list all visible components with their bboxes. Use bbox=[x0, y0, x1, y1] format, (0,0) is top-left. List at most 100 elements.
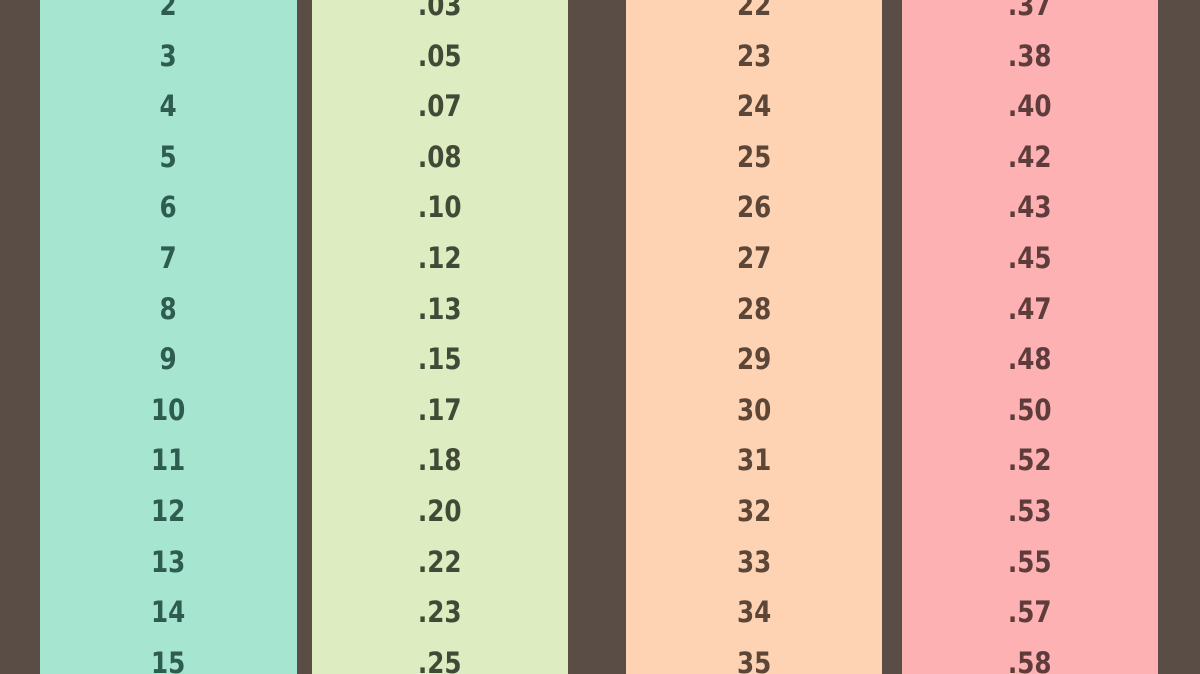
table-cell: .15 bbox=[312, 334, 568, 385]
table-cell: 33 bbox=[626, 537, 882, 588]
table-cell: .42 bbox=[902, 132, 1158, 183]
cell-value: 22 bbox=[736, 0, 772, 22]
cell-value: .52 bbox=[1008, 443, 1052, 478]
table-cell: 26 bbox=[626, 182, 882, 233]
table-cell: .03 bbox=[312, 0, 568, 31]
cell-value: .55 bbox=[1008, 544, 1052, 579]
cell-value: 14 bbox=[151, 595, 186, 630]
cell-value: 15 bbox=[151, 645, 186, 674]
minutes-column-right: 22 23 24 25 26 27 28 29 30 31 32 33 34 35 bbox=[626, 0, 882, 674]
cell-value: 4 bbox=[159, 89, 178, 124]
table-cell: .52 bbox=[902, 435, 1158, 486]
cell-value: .42 bbox=[1008, 139, 1052, 174]
cell-value: .17 bbox=[418, 392, 462, 427]
cell-value: .12 bbox=[418, 240, 462, 275]
table-cell: .05 bbox=[312, 31, 568, 82]
table-cell: 24 bbox=[626, 81, 882, 132]
cell-value: .18 bbox=[418, 443, 462, 478]
cell-value: .53 bbox=[1008, 493, 1052, 528]
table-cell: .37 bbox=[902, 0, 1158, 31]
cell-value: .50 bbox=[1008, 392, 1052, 427]
cell-value: 34 bbox=[736, 595, 772, 630]
table-cell: .25 bbox=[312, 638, 568, 674]
table-cell: .12 bbox=[312, 233, 568, 284]
table-cell: .20 bbox=[312, 486, 568, 537]
cell-value: 27 bbox=[736, 240, 772, 275]
table-cell: .38 bbox=[902, 31, 1158, 82]
table-cell: 7 bbox=[40, 233, 297, 284]
cell-value: 30 bbox=[736, 392, 772, 427]
table-cell: 3 bbox=[40, 31, 297, 82]
cell-value: 7 bbox=[159, 240, 178, 275]
table-cell: 29 bbox=[626, 334, 882, 385]
table-cell: .55 bbox=[902, 537, 1158, 588]
table-cell: 27 bbox=[626, 233, 882, 284]
decimal-hours-column-right: .37 .38 .40 .42 .43 .45 .47 .48 .50 .52 .53 .55 .57.… bbox=[902, 0, 1158, 674]
table-cell: 9 bbox=[40, 334, 297, 385]
cell-value: 9 bbox=[159, 342, 178, 377]
cell-value: 3 bbox=[159, 38, 178, 73]
cell-value: .47 bbox=[1008, 291, 1052, 326]
cell-value: .58 bbox=[1008, 645, 1052, 674]
table-cell: 23 bbox=[626, 31, 882, 82]
cell-value: .03 bbox=[418, 0, 462, 22]
cell-value: 35 bbox=[736, 645, 772, 674]
cell-value: .43 bbox=[1008, 190, 1052, 225]
table-cell: .48 bbox=[902, 334, 1158, 385]
table-cell: 15 bbox=[40, 638, 297, 674]
cell-value: 13 bbox=[151, 544, 186, 579]
cell-value: .38 bbox=[1008, 38, 1052, 73]
cell-value: 23 bbox=[736, 38, 772, 73]
table-cell: .58 bbox=[902, 638, 1158, 674]
table-cell: 28 bbox=[626, 284, 882, 335]
table-cell: .47 bbox=[902, 284, 1158, 335]
cell-value: .05 bbox=[418, 38, 462, 73]
table-cell: 6 bbox=[40, 182, 297, 233]
cell-value: 32 bbox=[736, 493, 772, 528]
table-cell: .23 bbox=[312, 587, 568, 638]
minutes-column-left: 2 3 4 5 6 7 8 9 10 11 12 13 14 15 bbox=[40, 0, 297, 674]
cell-value: .57 bbox=[1008, 595, 1052, 630]
cell-value: 12 bbox=[151, 493, 186, 528]
table-cell: .17 bbox=[312, 385, 568, 436]
table-cell: 10 bbox=[40, 385, 297, 436]
table-cell: .50 bbox=[902, 385, 1158, 436]
cell-value: 28 bbox=[736, 291, 772, 326]
table-cell: .10 bbox=[312, 182, 568, 233]
cell-value: .48 bbox=[1008, 342, 1052, 377]
cell-value: .15 bbox=[418, 342, 462, 377]
table-cell: .40 bbox=[902, 81, 1158, 132]
table-cell: 14 bbox=[40, 587, 297, 638]
table-cell: .22 bbox=[312, 537, 568, 588]
cell-value: .20 bbox=[418, 493, 462, 528]
table-cell: .08 bbox=[312, 132, 568, 183]
cell-value: .07 bbox=[418, 89, 462, 124]
cell-value: .25 bbox=[418, 645, 462, 674]
table-cell: 34 bbox=[626, 587, 882, 638]
table-cell: 32 bbox=[626, 486, 882, 537]
table-cell: .45 bbox=[902, 233, 1158, 284]
cell-value: 5 bbox=[159, 139, 178, 174]
cell-value: .23 bbox=[418, 595, 462, 630]
cell-value: .08 bbox=[418, 139, 462, 174]
table-cell: 2 bbox=[40, 0, 297, 31]
table-cell: 13 bbox=[40, 537, 297, 588]
table-cell: 8 bbox=[40, 284, 297, 335]
cell-value: 11 bbox=[151, 443, 186, 478]
cell-value: 26 bbox=[736, 190, 772, 225]
decimal-hours-column-left: .03 .05 .07 .08 .10 .12 .13 .15 .17 .18 .20 .22 .23.… bbox=[312, 0, 568, 674]
table-cell: .43 bbox=[902, 182, 1158, 233]
cell-value: 25 bbox=[736, 139, 772, 174]
table-cell: 25 bbox=[626, 132, 882, 183]
table-cell: 30 bbox=[626, 385, 882, 436]
cell-value: 29 bbox=[736, 342, 772, 377]
cell-value: 33 bbox=[736, 544, 772, 579]
cell-value: 6 bbox=[159, 190, 178, 225]
cell-value: 31 bbox=[736, 443, 772, 478]
table-cell: .53 bbox=[902, 486, 1158, 537]
table-cell: 35 bbox=[626, 638, 882, 674]
cell-value: .13 bbox=[418, 291, 462, 326]
table-cell: .18 bbox=[312, 435, 568, 486]
table-cell: 12 bbox=[40, 486, 297, 537]
table-cell: .57 bbox=[902, 587, 1158, 638]
